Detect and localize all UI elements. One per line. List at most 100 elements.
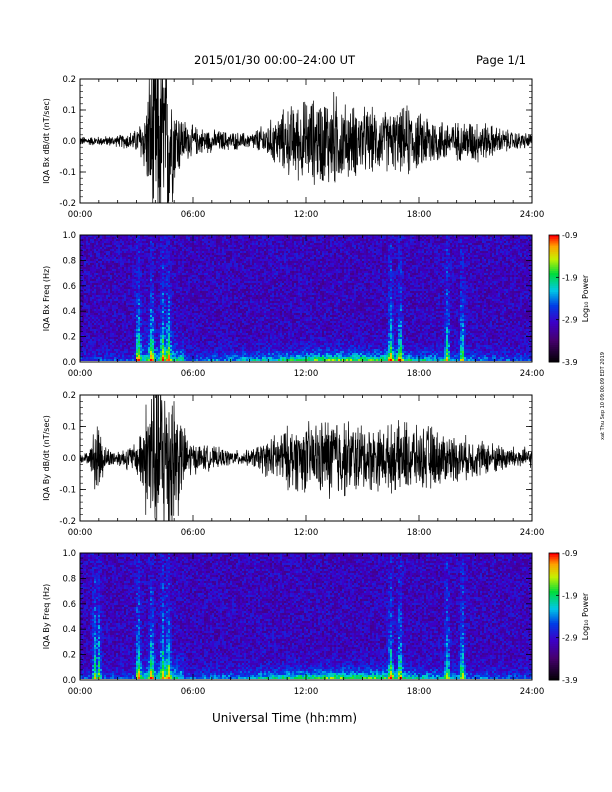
x-tick-label: 18:00 — [407, 687, 432, 697]
colorbar-swatch — [549, 663, 559, 666]
y-tick-label: 0.6 — [62, 282, 76, 292]
colorbar-swatch — [549, 677, 559, 681]
waveform-trace — [80, 395, 532, 521]
page-number-label: Page 1/1 — [476, 53, 526, 67]
colorbar-swatch — [549, 302, 559, 306]
colorbar-swatch — [549, 239, 559, 242]
colorbar-swatch — [549, 555, 559, 558]
colorbar-swatch — [549, 669, 559, 673]
colorbar-swatch — [549, 563, 559, 567]
colorbar-tick-label: -0.9 — [562, 549, 578, 558]
colorbar-swatch — [549, 321, 559, 325]
colorbar-swatch — [549, 633, 559, 637]
y-axis-label: IQA By Freq (Hz) — [42, 584, 51, 650]
colorbar-swatch — [549, 342, 559, 346]
panel-bx-spectrogram: -0.9 -1.9 -2.9 -3.9 Log₁₀ Power 00:00 06:00 12:… — [42, 231, 590, 379]
y-axis-label: IQA Bx dB/dt (nT/sec) — [42, 98, 51, 184]
colorbar-swatch — [549, 624, 559, 628]
x-tick-label: 12:00 — [294, 210, 319, 220]
colorbar-swatch — [549, 241, 559, 244]
x-tick-label: 18:00 — [407, 528, 432, 538]
x-tick-label: 24:00 — [520, 369, 545, 379]
colorbar-swatch — [549, 262, 559, 266]
y-tick-label: -0.2 — [59, 199, 76, 209]
colorbar-swatch — [549, 559, 559, 562]
colorbar-swatch — [549, 258, 559, 261]
colorbar-swatch — [549, 582, 559, 586]
colorbar-swatch — [549, 292, 559, 295]
colorbar-swatch — [549, 618, 559, 622]
colorbar-swatch — [549, 639, 559, 643]
colorbar-swatch — [549, 266, 559, 270]
colorbar-swatch — [549, 597, 559, 601]
x-tick-label: 24:00 — [520, 528, 545, 538]
y-tick-label: -0.1 — [59, 168, 76, 178]
colorbar-swatch — [549, 658, 559, 662]
colorbar-swatch — [549, 247, 559, 251]
colorbar-swatch — [549, 610, 559, 613]
colorbar-swatch — [549, 580, 559, 584]
colorbar-swatch — [549, 603, 559, 607]
colorbar-swatch — [549, 599, 559, 603]
colorbar-swatch — [549, 260, 559, 264]
x-tick-label: 00:00 — [68, 687, 93, 697]
colorbar-swatch — [549, 328, 559, 331]
colorbar-swatch — [549, 567, 559, 571]
colorbar-swatch — [549, 275, 559, 278]
colorbar-swatch — [549, 608, 559, 611]
x-tick-label: 18:00 — [407, 210, 432, 220]
colorbar-swatch — [549, 287, 559, 291]
x-tick-label: 12:00 — [294, 528, 319, 538]
colorbar-swatch — [549, 254, 559, 257]
colorbar-swatch — [549, 304, 559, 308]
y-tick-label: 0.2 — [62, 651, 76, 661]
colorbar-swatch — [549, 637, 559, 641]
colorbar-swatch — [549, 256, 559, 259]
page-title: 2015/01/30 00:00–24:00 UT — [194, 53, 355, 67]
colorbar-tick-label: -1.9 — [562, 591, 578, 600]
colorbar-swatch — [549, 353, 559, 357]
colorbar-swatch — [549, 349, 559, 352]
y-tick-label: 0.8 — [62, 574, 76, 584]
colorbar-swatch — [549, 268, 559, 272]
colorbar-swatch — [549, 355, 559, 359]
colorbar-swatch — [549, 612, 559, 615]
colorbar-swatch — [549, 578, 559, 582]
panel-by-waveform: 00:00 06:00 12:00 18:00 24:00 0.2 0.1 0.0 -0.1 -0… — [42, 391, 545, 538]
colorbar-frame — [548, 234, 560, 363]
colorbar-swatch — [549, 675, 559, 679]
colorbar-swatch — [549, 641, 559, 645]
panel-bx-waveform: 00:00 06:00 12:00 18:00 24:00 0.2 0.1 0.0 -0.1 -0… — [42, 75, 545, 220]
colorbar-swatch — [549, 665, 559, 668]
side-stamp: xat Thu Sep 10 09:00:09 EDT 2019 — [600, 352, 606, 440]
colorbar-swatch — [549, 591, 559, 594]
colorbar-swatch — [549, 285, 559, 289]
colorbar-swatch — [549, 650, 559, 653]
x-tick-label: 00:00 — [68, 528, 93, 538]
colorbar-swatch — [549, 595, 559, 598]
colorbar-swatch — [549, 279, 559, 283]
colorbar-swatch — [549, 553, 559, 556]
colorbar-swatch — [549, 671, 559, 675]
colorbar-swatch — [549, 620, 559, 624]
colorbar-swatch — [549, 561, 559, 565]
y-tick-label: 0.2 — [62, 391, 76, 401]
colorbar-label: Log₁₀ Power — [581, 274, 590, 322]
colorbar-swatch — [549, 338, 559, 342]
colorbar-swatch — [549, 648, 559, 651]
colorbar-swatch — [549, 249, 559, 253]
colorbar-swatch — [549, 264, 559, 268]
x-tick-label: 06:00 — [181, 369, 206, 379]
x-tick-label: 06:00 — [181, 210, 206, 220]
colorbar-swatch — [549, 667, 559, 670]
colorbar-swatch — [549, 635, 559, 639]
y-tick-label: 0.2 — [62, 75, 76, 85]
colorbar-swatch — [549, 656, 559, 660]
colorbar-tick-label: -3.9 — [562, 358, 578, 367]
x-tick-label: 24:00 — [520, 210, 545, 220]
colorbar-swatch — [549, 317, 559, 321]
colorbar-swatch — [549, 565, 559, 569]
colorbar-swatch — [549, 622, 559, 626]
